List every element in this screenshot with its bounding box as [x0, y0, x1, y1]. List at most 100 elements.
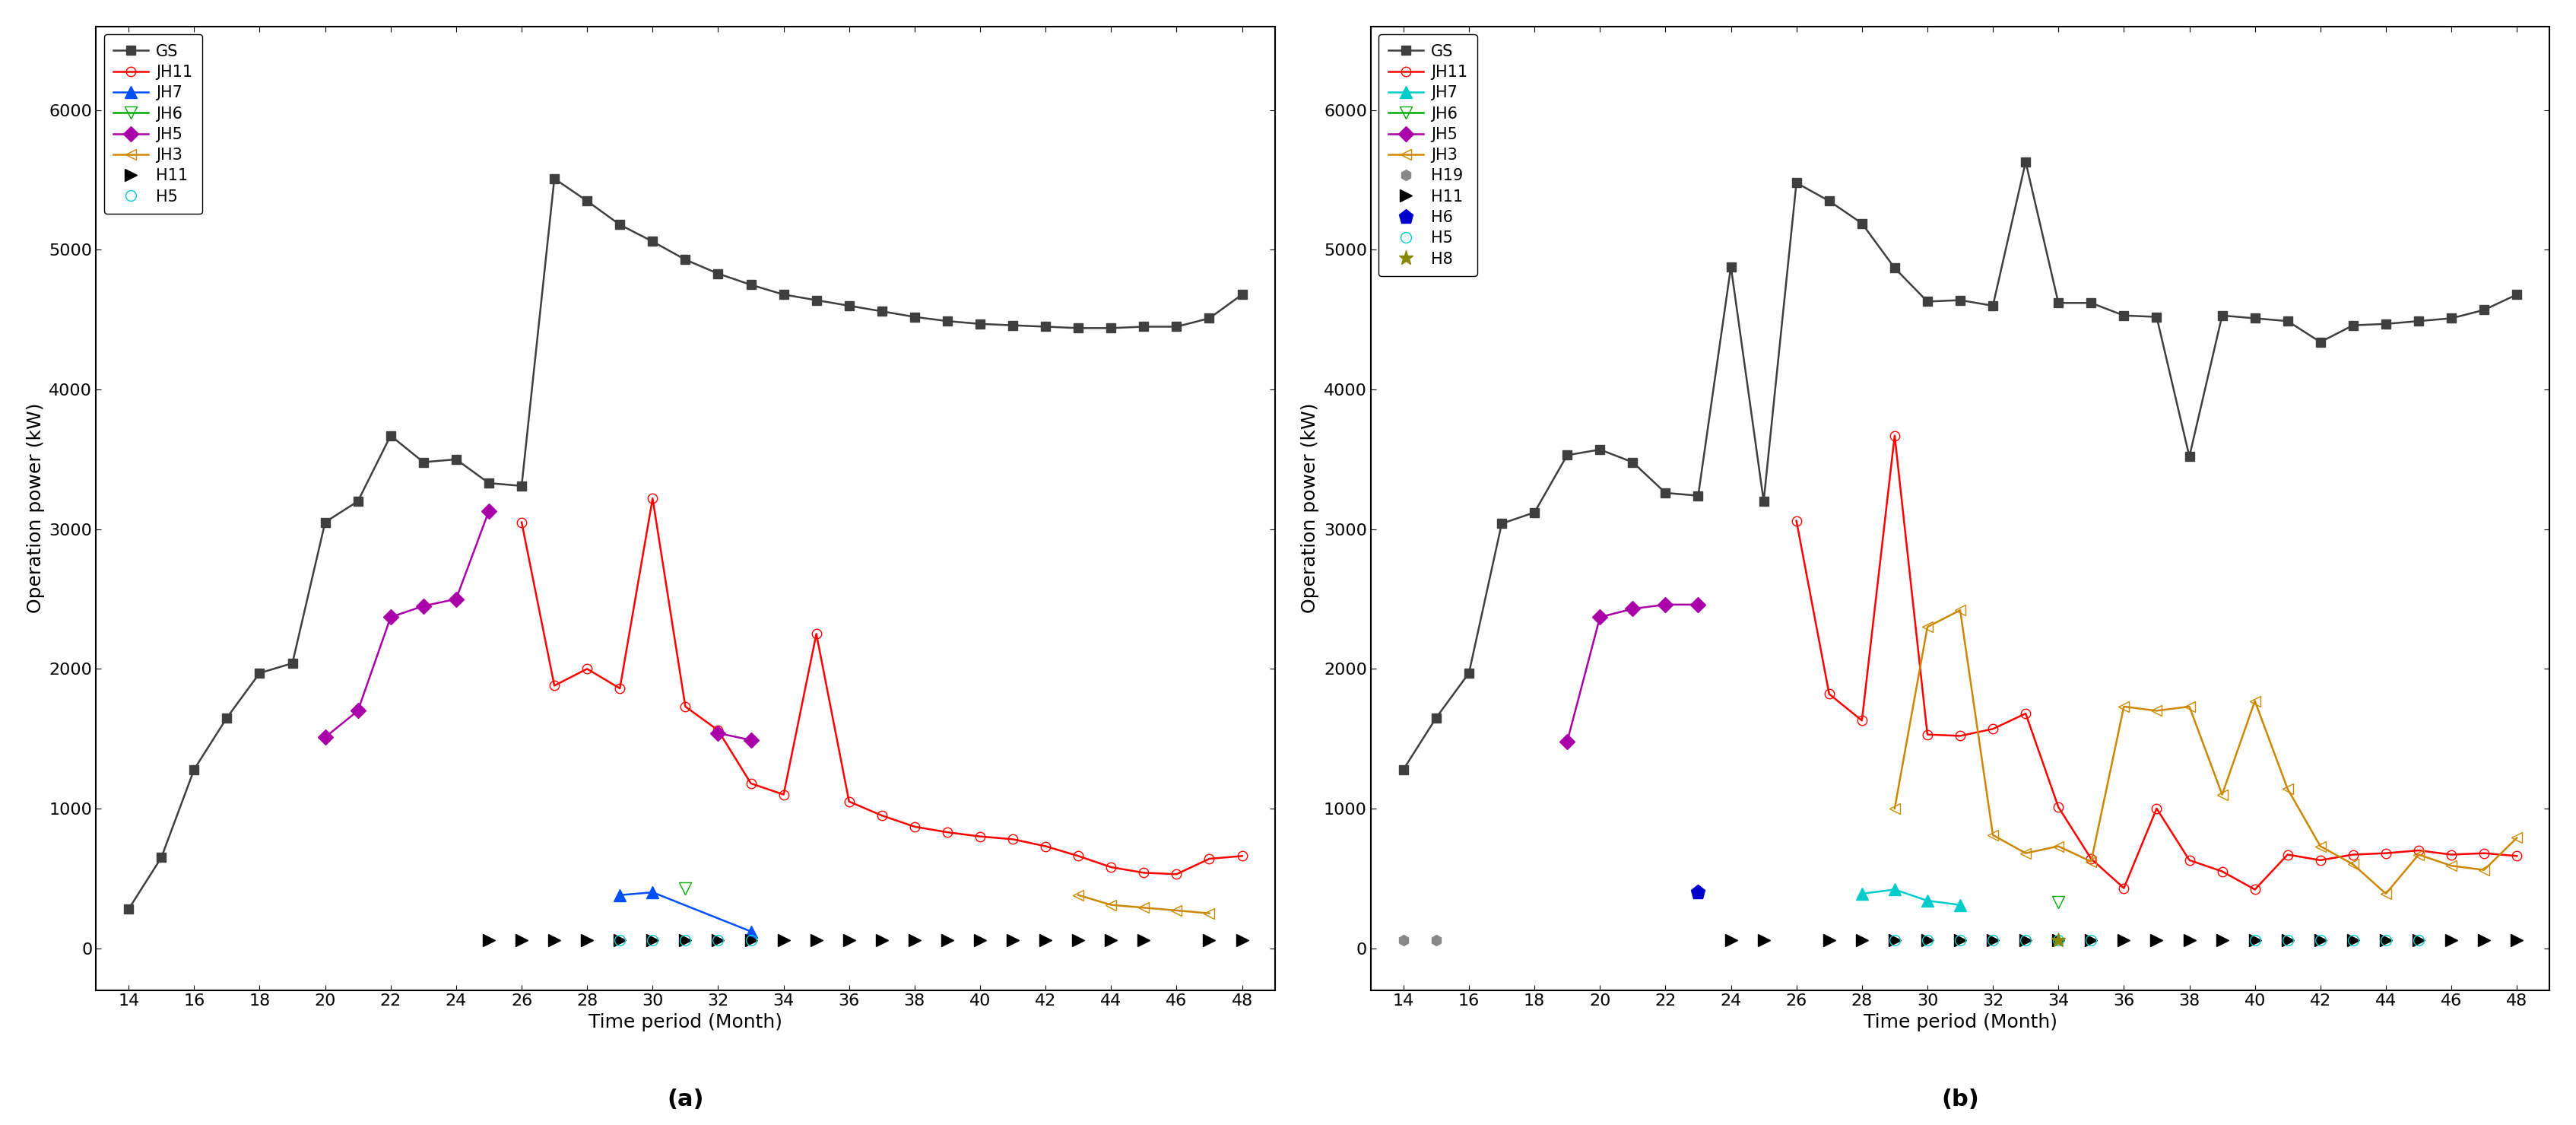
H11	[636, 933, 667, 946]
JH7	[734, 925, 765, 938]
GS	[211, 711, 242, 725]
JH3	[2076, 855, 2107, 868]
H11	[1716, 933, 1747, 946]
GS	[2076, 296, 2107, 309]
JH11	[1847, 713, 1878, 727]
H5	[1911, 933, 1942, 946]
H11	[933, 933, 963, 946]
GS	[147, 850, 178, 864]
GS	[2043, 296, 2074, 309]
JH5	[1618, 602, 1649, 615]
GS	[376, 429, 407, 442]
GS	[2107, 308, 2138, 322]
GS	[1814, 195, 1844, 208]
H11	[1064, 933, 1095, 946]
H5	[605, 933, 636, 946]
Line: H11: H11	[484, 934, 1247, 946]
JH3	[2336, 857, 2367, 871]
JH11	[2336, 848, 2367, 862]
H11	[474, 933, 505, 946]
GS	[2239, 312, 2269, 325]
JH11	[2141, 802, 2172, 816]
H11	[1030, 933, 1061, 946]
GS	[801, 294, 832, 307]
JH3	[1064, 889, 1095, 902]
H5	[703, 933, 734, 946]
GS	[1453, 666, 1484, 680]
H11	[2239, 933, 2269, 946]
JH5	[407, 600, 438, 613]
X-axis label: Time period (Month): Time period (Month)	[1862, 1014, 2058, 1032]
GS	[309, 515, 340, 529]
JH3	[2468, 863, 2499, 876]
Line: JH11: JH11	[518, 494, 1247, 879]
JH11	[1128, 866, 1159, 880]
GS	[178, 763, 209, 776]
H11	[2403, 933, 2434, 946]
GS	[1682, 489, 1713, 503]
GS	[2306, 335, 2336, 349]
H11	[1095, 933, 1126, 946]
JH11	[997, 833, 1028, 846]
GS	[1064, 322, 1095, 335]
GS	[2272, 314, 2303, 327]
JH11	[1064, 849, 1095, 863]
H11	[734, 933, 765, 946]
H5	[2370, 933, 2401, 946]
GS	[440, 452, 471, 466]
H11	[605, 933, 636, 946]
JH5	[440, 592, 471, 605]
GS	[2403, 314, 2434, 327]
JH11	[1780, 514, 1811, 528]
H11	[768, 933, 799, 946]
H5	[2076, 933, 2107, 946]
GS	[933, 314, 963, 327]
H11	[572, 933, 603, 946]
JH11	[801, 628, 832, 641]
GS	[407, 456, 438, 469]
JH5	[474, 504, 505, 518]
H5	[636, 933, 667, 946]
JH11	[734, 776, 765, 790]
GS	[2437, 312, 2468, 325]
JH3	[2107, 700, 2138, 713]
H11	[670, 933, 701, 946]
H11	[2009, 933, 2040, 946]
JH3	[1095, 898, 1126, 911]
GS	[1128, 319, 1159, 333]
JH7	[1911, 894, 1942, 908]
Line: JH3: JH3	[1074, 890, 1216, 918]
Line: JH3: JH3	[1888, 605, 2522, 899]
GS	[1162, 319, 1193, 333]
GS	[1651, 486, 1682, 500]
JH3	[2501, 831, 2532, 845]
GS	[113, 902, 144, 916]
Legend: GS, JH11, JH7, JH6, JH5, JH3, H19, H11, H6, H5, H8: GS, JH11, JH7, JH6, JH5, JH3, H19, H11, …	[1378, 35, 1476, 276]
JH3	[2437, 860, 2468, 873]
JH11	[1978, 722, 2009, 736]
GS	[1095, 322, 1126, 335]
H11	[2272, 933, 2303, 946]
Y-axis label: Operation power (kW): Operation power (kW)	[26, 403, 44, 613]
GS	[2370, 317, 2401, 331]
JH11	[505, 515, 536, 529]
H11	[963, 933, 994, 946]
GS	[1978, 299, 2009, 313]
JH5	[1651, 597, 1682, 611]
JH11	[899, 820, 930, 834]
GS	[835, 299, 866, 313]
H11	[2336, 933, 2367, 946]
H11	[2468, 933, 2499, 946]
GS	[963, 317, 994, 331]
GS	[2009, 155, 2040, 169]
H11	[1847, 933, 1878, 946]
GS	[572, 195, 603, 208]
GS	[768, 288, 799, 302]
H11	[801, 933, 832, 946]
GS	[1618, 456, 1649, 469]
H11	[2043, 933, 2074, 946]
JH3	[2009, 846, 2040, 860]
GS	[1945, 294, 1976, 307]
JH11	[835, 794, 866, 808]
H5	[2043, 933, 2074, 946]
